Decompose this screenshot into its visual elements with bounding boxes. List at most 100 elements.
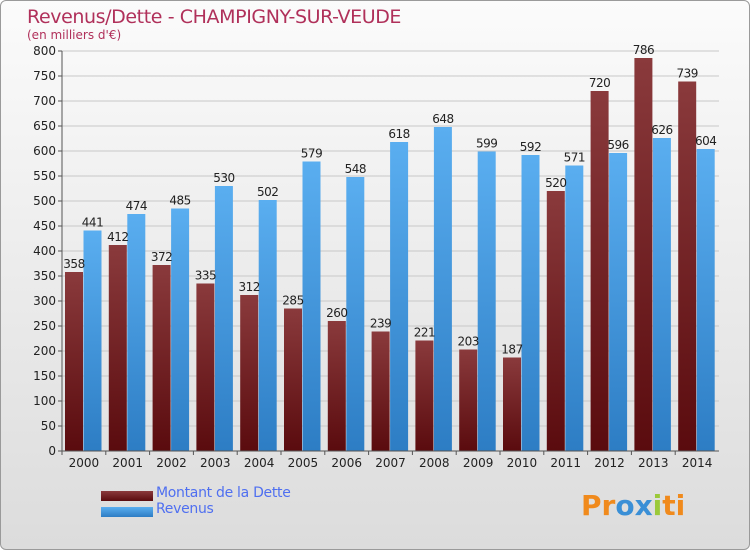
- x-tick-label-2004: 2004: [244, 456, 275, 470]
- x-tick-label-2013: 2013: [638, 456, 669, 470]
- x-tick-label-2014: 2014: [682, 456, 713, 470]
- x-tick-label-2011: 2011: [550, 456, 581, 470]
- bar-debt-2009: [459, 349, 478, 451]
- logo-letter: P: [581, 489, 602, 522]
- data-label-debt-2014: 739: [676, 67, 697, 81]
- bar-debt-2010: [503, 357, 521, 451]
- y-tick-label: 0: [48, 444, 56, 458]
- x-tick-label-2000: 2000: [69, 456, 100, 470]
- data-label-revenue-2000: 441: [82, 216, 103, 230]
- y-tick-label: 650: [33, 119, 56, 133]
- bar-revenue-2007: [390, 142, 409, 451]
- y-tick-label: 500: [33, 194, 56, 208]
- x-tick-label-2012: 2012: [594, 456, 625, 470]
- bar-debt-2002: [152, 265, 171, 451]
- bar-revenue-2010: [521, 155, 540, 451]
- bar-revenue-2013: [652, 138, 671, 451]
- bar-revenue-2002: [171, 208, 190, 451]
- bar-revenue-2005: [302, 161, 321, 451]
- y-tick-label: 100: [33, 394, 56, 408]
- legend-label-debt: Montant de la Dette: [156, 485, 291, 501]
- data-label-revenue-2002: 485: [169, 194, 190, 208]
- data-label-debt-2010: 187: [501, 343, 522, 357]
- logo-letter: r: [601, 489, 616, 522]
- data-label-debt-2001: 412: [107, 230, 128, 244]
- data-label-revenue-2004: 502: [257, 185, 278, 199]
- data-label-debt-2003: 335: [195, 269, 216, 283]
- y-tick-label: 450: [33, 219, 56, 233]
- bar-revenue-2004: [258, 200, 277, 451]
- logo-letter: t: [662, 489, 676, 522]
- y-tick-label: 50: [41, 419, 56, 433]
- data-label-revenue-2006: 548: [345, 162, 366, 176]
- logo-letter: i: [675, 489, 686, 522]
- bar-revenue-2000: [83, 230, 102, 451]
- y-tick-label: 250: [33, 319, 56, 333]
- data-label-revenue-2003: 530: [213, 171, 234, 185]
- data-label-debt-2000: 358: [63, 257, 84, 271]
- bar-revenue-2014: [696, 149, 715, 451]
- data-label-debt-2006: 260: [326, 306, 347, 320]
- y-tick-label: 700: [33, 94, 56, 108]
- data-label-revenue-2013: 626: [651, 123, 672, 137]
- x-tick-label-2003: 2003: [200, 456, 231, 470]
- data-label-debt-2012: 720: [589, 76, 610, 90]
- data-label-debt-2002: 372: [151, 250, 172, 264]
- x-tick-label-2005: 2005: [288, 456, 319, 470]
- bar-revenue-2009: [477, 151, 496, 451]
- bar-debt-2007: [371, 331, 390, 451]
- bar-debt-2011: [546, 191, 565, 451]
- bar-debt-2004: [240, 295, 259, 451]
- data-label-revenue-2014: 604: [695, 134, 716, 148]
- bar-debt-2005: [284, 308, 302, 451]
- data-label-debt-2009: 203: [457, 335, 478, 349]
- data-label-revenue-2008: 648: [432, 112, 453, 126]
- legend-swatch-revenue: [101, 507, 153, 517]
- x-tick-label-2002: 2002: [156, 456, 187, 470]
- x-tick-label-2006: 2006: [331, 456, 362, 470]
- y-tick-label: 350: [33, 269, 56, 283]
- data-label-revenue-2007: 618: [388, 127, 409, 141]
- data-label-revenue-2012: 596: [607, 138, 628, 152]
- bar-revenue-2008: [433, 127, 452, 451]
- bar-debt-2003: [196, 283, 215, 451]
- y-tick-label: 800: [33, 44, 56, 58]
- y-tick-label: 150: [33, 369, 56, 383]
- bar-revenue-2012: [609, 153, 628, 451]
- data-label-debt-2004: 312: [238, 280, 259, 294]
- data-label-debt-2013: 786: [633, 43, 654, 57]
- data-label-debt-2011: 520: [545, 176, 566, 190]
- data-label-revenue-2010: 592: [520, 140, 541, 154]
- y-tick-label: 300: [33, 294, 56, 308]
- logo-letter: x: [634, 489, 653, 522]
- data-label-revenue-2011: 571: [564, 151, 585, 165]
- bar-revenue-2011: [565, 165, 584, 451]
- x-tick-label-2010: 2010: [507, 456, 538, 470]
- bar-debt-2012: [590, 91, 609, 451]
- data-label-revenue-2005: 579: [301, 147, 322, 161]
- bar-debt-2006: [327, 321, 346, 451]
- data-label-revenue-2009: 599: [476, 137, 497, 151]
- y-tick-label: 750: [33, 69, 56, 83]
- x-tick-label-2007: 2007: [375, 456, 406, 470]
- bar-revenue-2003: [214, 186, 233, 451]
- bar-debt-2014: [678, 81, 697, 451]
- chart-title: Revenus/Dette - CHAMPIGNY-SUR-VEUDE: [27, 6, 402, 28]
- bar-debt-2008: [415, 340, 434, 451]
- y-tick-label: 200: [33, 344, 56, 358]
- bar-revenue-2006: [346, 177, 365, 451]
- x-tick-label-2009: 2009: [463, 456, 494, 470]
- logo-letter: o: [615, 489, 635, 522]
- bar-debt-2000: [65, 272, 83, 451]
- logo-letter: i: [652, 489, 663, 522]
- data-label-debt-2005: 285: [282, 294, 303, 308]
- chart-subtitle: (en milliers d'€): [27, 28, 122, 42]
- y-tick-label: 600: [33, 144, 56, 158]
- data-label-revenue-2001: 474: [126, 199, 147, 213]
- bar-debt-2001: [108, 245, 127, 451]
- y-tick-label: 400: [33, 244, 56, 258]
- bar-debt-2013: [634, 58, 653, 451]
- legend-label-revenue: Revenus: [156, 501, 214, 517]
